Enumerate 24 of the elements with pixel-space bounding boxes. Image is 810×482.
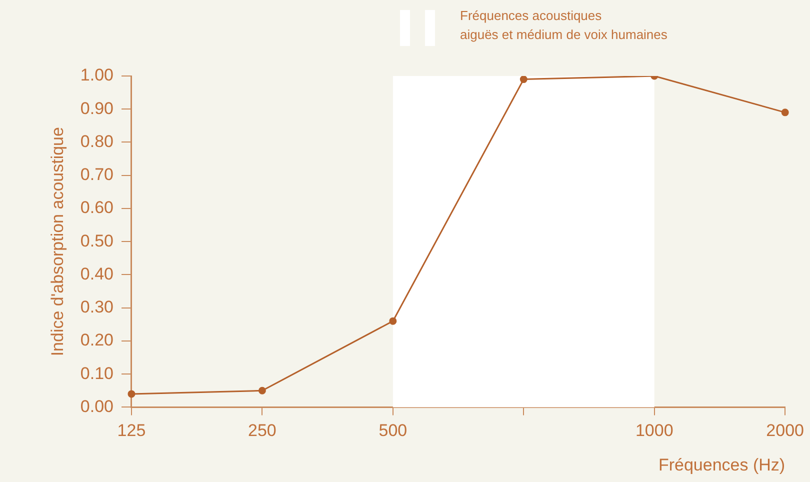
y-tick-label: 0.90 (80, 98, 114, 118)
y-tick-label: 0.80 (80, 132, 114, 151)
y-tick-label: 0.70 (80, 165, 114, 184)
x-tick-label: 1000 (635, 421, 674, 440)
x-tick-label: 250 (248, 421, 276, 440)
y-tick-label: 0.50 (80, 231, 114, 250)
x-tick-label: 500 (378, 421, 408, 440)
point (520, 76, 528, 84)
y-tick-label: 0.00 (80, 396, 114, 416)
y-tick-label: 1.00 (80, 66, 114, 85)
x-axis-title: Fréquences (Hz) (658, 455, 786, 474)
y-tick-label: 0.60 (80, 198, 114, 218)
point (128, 390, 136, 398)
point (258, 386, 266, 394)
x-tick-label: 2000 (766, 421, 804, 440)
y-tick-label: 0.10 (80, 364, 114, 383)
point (781, 108, 789, 116)
y-tick-label: 0.40 (80, 264, 114, 284)
y-axis-title: Indice d'absorption acoustique (48, 127, 67, 356)
y-tick-label: 0.30 (80, 298, 114, 317)
point (389, 317, 397, 325)
band-label: Fréquences acoustiques aiguës et médium de voix humaines (460, 8, 668, 42)
y-tick-label: 0.20 (80, 330, 114, 350)
x-tick-label: 125 (117, 421, 146, 440)
